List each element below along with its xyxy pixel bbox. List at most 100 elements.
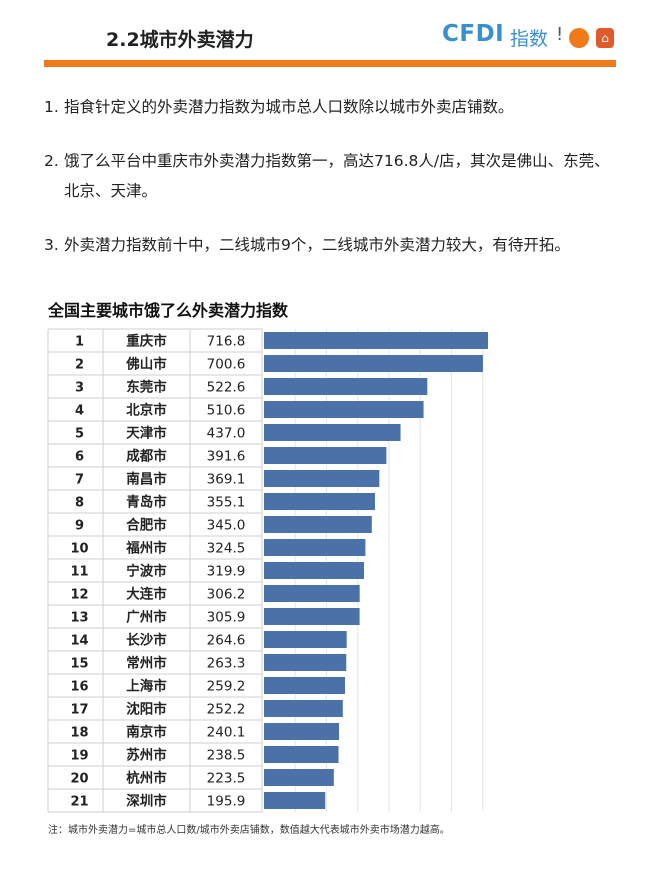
city-label: 佛山市 [125, 356, 167, 373]
bar [264, 447, 387, 464]
rank-label: 13 [70, 611, 88, 626]
bar [264, 378, 428, 395]
rank-label: 3 [75, 381, 84, 396]
bar [264, 746, 339, 763]
city-label: 长沙市 [126, 632, 167, 649]
brand-circle-icon [569, 28, 589, 48]
bar [264, 631, 347, 648]
city-label: 南京市 [126, 724, 167, 741]
rank-label: 14 [70, 634, 88, 649]
rank-label: 18 [70, 726, 88, 741]
note-number: 1. [44, 98, 59, 116]
value-label: 369.1 [207, 472, 246, 488]
bar [264, 700, 343, 717]
value-label: 259.2 [207, 679, 246, 695]
note-number: 3. [44, 236, 59, 254]
value-label: 355.1 [207, 495, 246, 511]
rank-label: 20 [70, 772, 88, 787]
city-label: 上海市 [126, 678, 167, 695]
city-label: 沈阳市 [126, 701, 167, 718]
value-label: 700.6 [207, 357, 246, 373]
note-item: 1. 指食针定义的外卖潜力指数为城市总人口数除以城市外卖店铺数。 [44, 92, 624, 122]
bar [264, 792, 326, 809]
logo-suffix: 指数 [510, 28, 549, 50]
city-label: 青岛市 [126, 494, 167, 511]
bar [264, 516, 372, 533]
city-label: 福州市 [125, 540, 167, 557]
city-label: 宁波市 [126, 563, 167, 580]
city-label: 南昌市 [126, 471, 167, 488]
value-label: 252.2 [207, 702, 246, 718]
bar [264, 332, 488, 349]
value-label: 324.5 [207, 541, 246, 557]
logo-separator-icon: ! [556, 24, 564, 45]
city-label: 重庆市 [126, 333, 167, 350]
bar [264, 608, 360, 625]
rank-label: 10 [70, 542, 88, 557]
bar [264, 677, 345, 694]
note-item: 2. 饿了么平台中重庆市外卖潜力指数第一，高达716.8人/店，其次是佛山、东莞… [44, 146, 624, 206]
bar [264, 562, 364, 579]
city-label: 合肥市 [126, 517, 167, 534]
city-label: 天津市 [126, 425, 167, 442]
city-label: 深圳市 [126, 793, 167, 810]
rank-label: 17 [70, 703, 88, 718]
rank-label: 9 [75, 519, 84, 534]
value-label: 238.5 [207, 748, 246, 764]
notes-list: 1. 指食针定义的外卖潜力指数为城市总人口数除以城市外卖店铺数。 2. 饿了么平… [44, 92, 624, 282]
value-label: 716.8 [207, 334, 246, 350]
rank-label: 16 [70, 680, 88, 695]
value-label: 195.9 [207, 794, 246, 810]
bar [264, 493, 375, 510]
header-rule [44, 60, 616, 67]
rank-label: 5 [75, 427, 84, 442]
rank-label: 7 [75, 473, 84, 488]
value-label: 264.6 [207, 633, 246, 649]
rank-label: 11 [70, 565, 88, 580]
rank-label: 15 [70, 657, 88, 672]
value-label: 522.6 [207, 380, 246, 396]
rank-label: 6 [75, 450, 84, 465]
bar [264, 424, 401, 441]
chart-title: 全国主要城市饿了么外卖潜力指数 [48, 301, 289, 320]
note-text: 指食针定义的外卖潜力指数为城市总人口数除以城市外卖店铺数。 [64, 98, 514, 116]
bar [264, 585, 360, 602]
value-label: 305.9 [207, 610, 246, 626]
rank-label: 19 [70, 749, 88, 764]
city-label: 常州市 [126, 655, 167, 672]
value-label: 223.5 [207, 771, 246, 787]
rank-label: 1 [75, 335, 84, 350]
city-label: 东莞市 [126, 379, 167, 396]
bar [264, 654, 347, 671]
city-label: 大连市 [126, 586, 167, 603]
value-label: 240.1 [207, 725, 246, 741]
value-label: 437.0 [207, 426, 246, 442]
city-label: 杭州市 [126, 770, 167, 787]
note-text: 外卖潜力指数前十中，二线城市9个，二线城市外卖潜力较大，有待开拓。 [64, 236, 570, 254]
cfdi-logo: CFDI [442, 21, 505, 47]
rank-label: 21 [70, 795, 88, 810]
bar [264, 470, 380, 487]
city-label: 北京市 [126, 402, 167, 419]
value-label: 510.6 [207, 403, 246, 419]
city-label: 苏州市 [126, 747, 167, 764]
value-label: 391.6 [207, 449, 246, 465]
section-title: 2.2城市外卖潜力 [106, 29, 254, 51]
value-label: 345.0 [207, 518, 246, 534]
value-label: 263.3 [207, 656, 246, 672]
bar [264, 539, 366, 556]
bar [264, 355, 483, 372]
note-item: 3. 外卖潜力指数前十中，二线城市9个，二线城市外卖潜力较大，有待开拓。 [44, 230, 624, 260]
rank-label: 12 [70, 588, 88, 603]
page-header: 2.2城市外卖潜力 CFDI 指数 ! ⌂ [0, 0, 660, 67]
value-label: 306.2 [207, 587, 246, 603]
rank-label: 2 [75, 358, 84, 373]
city-label: 广州市 [126, 609, 167, 626]
footnote: 注：城市外卖潜力=城市总人口数/城市外卖店铺数，数值越大代表城市外卖市场潜力越高… [48, 825, 450, 836]
bar [264, 769, 334, 786]
note-number: 2. [44, 152, 59, 170]
brand-house-icon: ⌂ [596, 28, 614, 48]
value-label: 319.9 [207, 564, 246, 580]
bar [264, 401, 424, 418]
